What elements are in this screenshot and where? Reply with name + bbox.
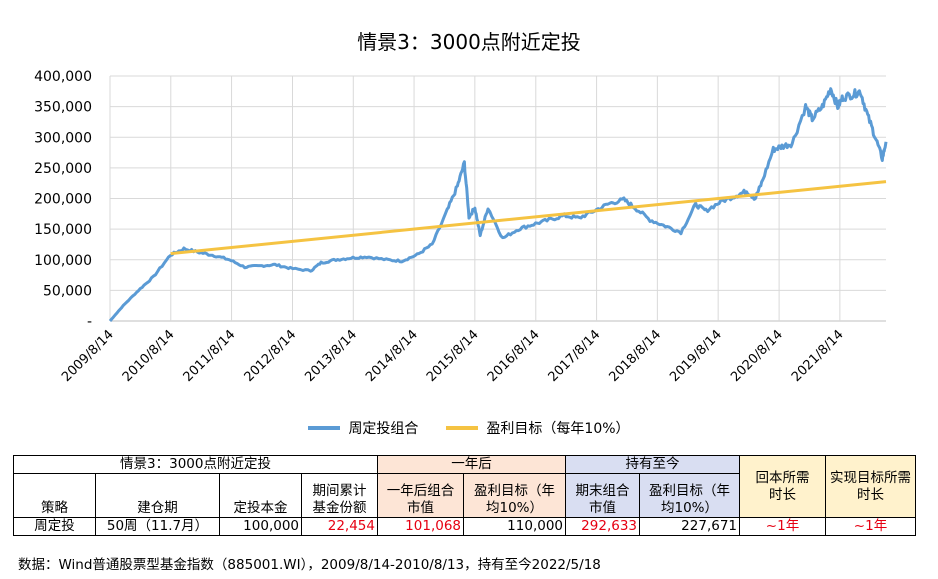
cell-1y-target: 110,000 — [463, 517, 566, 536]
cell-return-time: ~1年 — [739, 517, 826, 536]
table-row: 周定投 50周（11.7月） 100,000 22,454 101,068 11… — [13, 517, 916, 536]
cell-1y-value: 101,068 — [377, 517, 464, 536]
header-return-principal: 回本所需时长 — [739, 455, 826, 518]
x-tick-label: 2018/8/14 — [606, 327, 664, 385]
legend-label-portfolio: 周定投组合 — [348, 421, 419, 437]
header-reach-target: 实现目标所需时长 — [825, 455, 916, 518]
cell-target-time: ~1年 — [825, 517, 916, 536]
legend-item-portfolio: 周定投组合 — [308, 418, 418, 438]
x-tick-label: 2014/8/14 — [363, 327, 421, 385]
cell-end-value: 292,633 — [565, 517, 640, 536]
x-tick-label: 2013/8/14 — [302, 327, 360, 385]
x-tick-label: 2019/8/14 — [667, 327, 725, 385]
header-one-year: 一年后 — [377, 455, 566, 474]
y-tick-label: 150,000 — [34, 222, 92, 238]
header-hold: 持有至今 — [565, 455, 740, 474]
header-scenario: 情景3：3000点附近定投 — [13, 455, 378, 474]
cell-strategy: 周定投 — [13, 517, 96, 536]
legend-item-target: 盈利目标（每年10%） — [446, 418, 630, 438]
y-tick-label: 50,000 — [43, 283, 92, 299]
x-tick-label: 2012/8/14 — [242, 327, 300, 385]
x-tick-label: 2010/8/14 — [120, 327, 178, 385]
y-tick-label: 100,000 — [34, 253, 92, 269]
legend: 周定投组合 盈利目标（每年10%） — [0, 418, 938, 438]
y-tick-label: 200,000 — [34, 192, 92, 208]
summary-table: 情景3：3000点附近定投 一年后 持有至今 回本所需时长 实现目标所需时长 策… — [13, 455, 916, 536]
gridlines — [109, 75, 886, 322]
y-tick-label: 400,000 — [34, 69, 92, 85]
col-build-period: 建仓期 — [95, 473, 220, 518]
cell-build-period: 50周（11.7月） — [95, 517, 220, 536]
series-line-target — [170, 180, 887, 256]
col-principal: 定投本金 — [219, 473, 302, 518]
cell-principal: 100,000 — [219, 517, 302, 536]
y-tick-label: - — [87, 314, 92, 330]
col-1y-value: 一年后组合市值 — [377, 473, 464, 518]
x-tick-label: 2017/8/14 — [546, 327, 604, 385]
cell-shares: 22,454 — [301, 517, 378, 536]
series-lines — [108, 87, 888, 322]
source-note: 数据：Wind普通股票型基金指数（885001.WI），2009/8/14-20… — [18, 557, 601, 573]
x-tick-label: 2021/8/14 — [789, 327, 847, 385]
y-tick-label: 300,000 — [34, 130, 92, 146]
y-axis-ticks: - 50,000 100,000 150,000 200,000 250,000 300,0… — [34, 69, 92, 330]
chart-title: 情景3：3000点附近定投 — [357, 30, 581, 54]
x-tick-label: 2020/8/14 — [728, 327, 786, 385]
x-tick-label: 2009/8/14 — [59, 327, 117, 385]
line-chart: - 50,000 100,000 150,000 200,000 250,000 300,0… — [34, 69, 888, 385]
x-axis-ticks: 2009/8/14 2010/8/14 2011/8/14 2012/8/14 2013… — [59, 327, 847, 385]
legend-label-target: 盈利目标（每年10%） — [486, 421, 630, 437]
cell-end-target: 227,671 — [639, 517, 740, 536]
legend-swatch-portfolio — [308, 426, 341, 430]
x-tick-label: 2011/8/14 — [181, 327, 239, 385]
col-shares: 期间累计基金份额 — [301, 473, 378, 518]
legend-swatch-target — [446, 426, 479, 430]
series-line-portfolio — [108, 87, 888, 322]
col-end-value: 期末组合市值 — [565, 473, 640, 518]
x-tick-label: 2016/8/14 — [485, 327, 543, 385]
x-tick-label: 2015/8/14 — [424, 327, 482, 385]
col-1y-target: 盈利目标（年均10%） — [463, 473, 566, 518]
col-end-target: 盈利目标（年均10%） — [639, 473, 740, 518]
col-strategy: 策略 — [13, 473, 96, 518]
y-tick-label: 250,000 — [34, 161, 92, 177]
y-tick-label: 350,000 — [34, 100, 92, 116]
